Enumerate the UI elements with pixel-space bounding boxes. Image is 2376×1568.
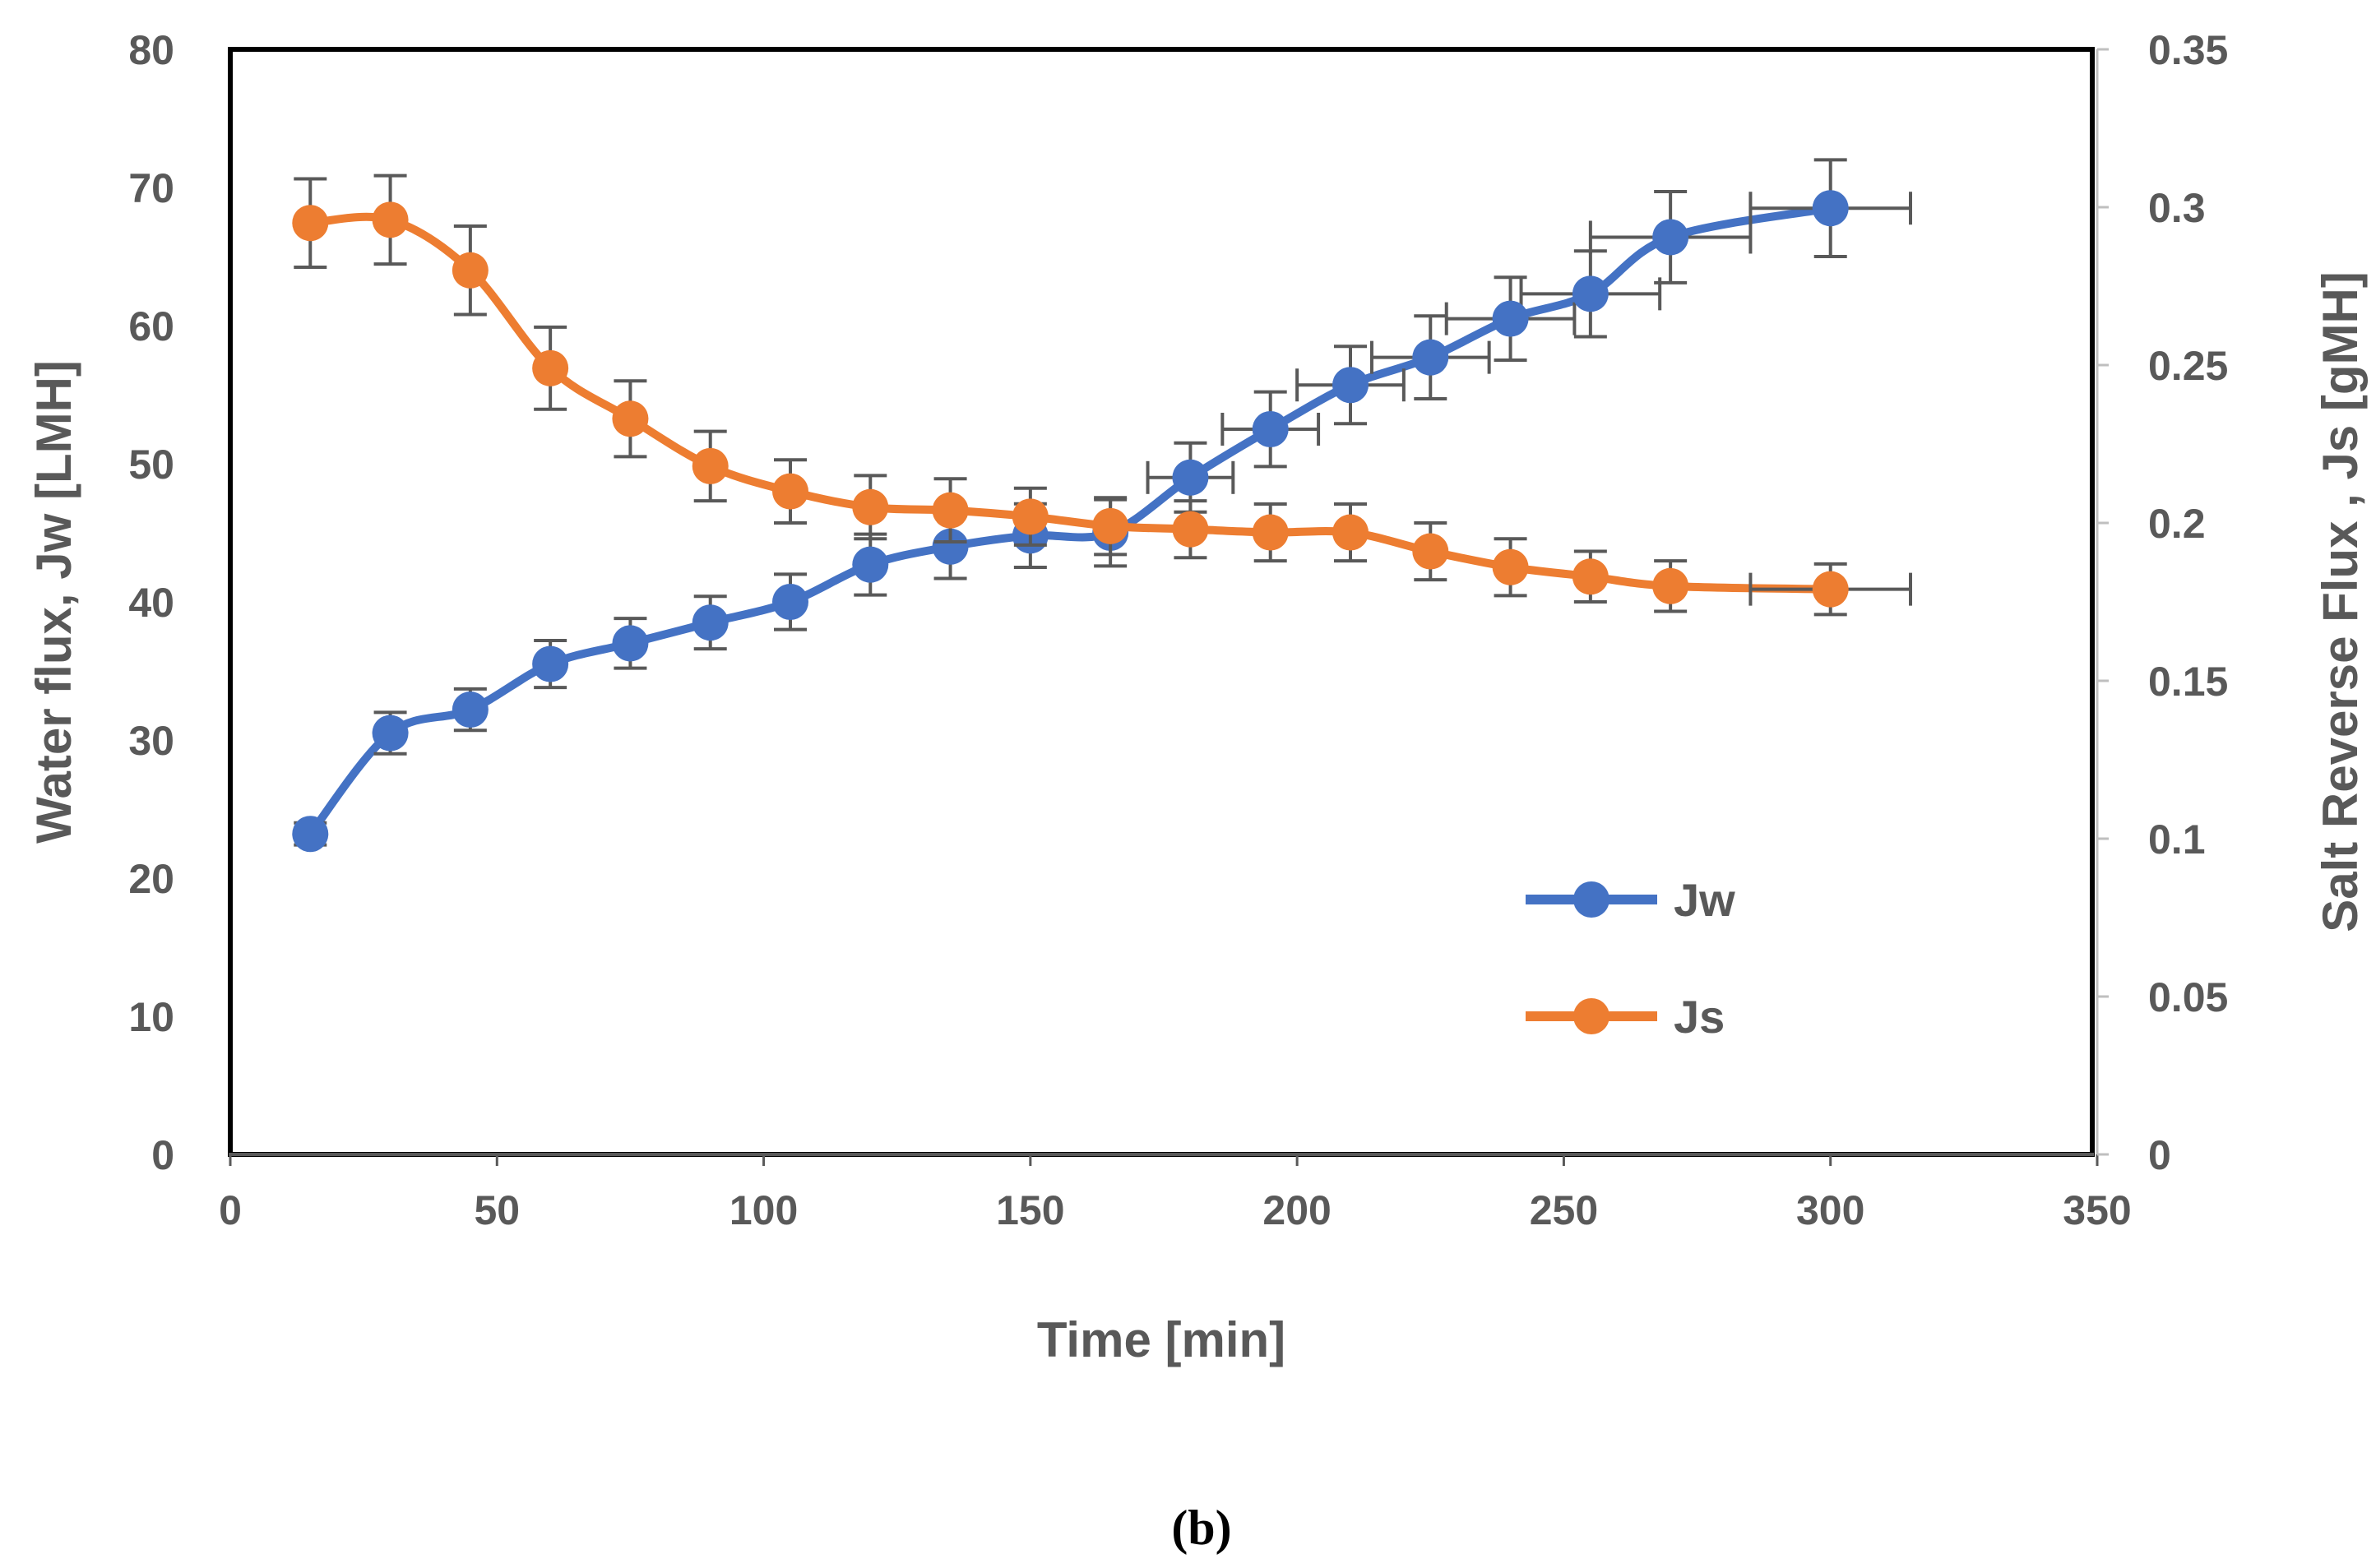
data-point-js	[932, 492, 969, 529]
y-right-tick-label: 0.25	[2148, 343, 2228, 389]
data-point-jw	[532, 645, 569, 682]
data-point-js	[1652, 567, 1689, 604]
data-point-jw	[1812, 190, 1849, 227]
data-point-js	[1172, 511, 1209, 548]
x-tick-label: 50	[474, 1187, 520, 1233]
legend-js-marker	[1573, 998, 1609, 1034]
y-right-tick-label: 0.2	[2148, 501, 2206, 547]
y-left-tick-label: 10	[128, 994, 174, 1040]
y-left-tick-label: 20	[128, 856, 174, 902]
y-axis-right-title: Salt Reverse Flux , Js [gMH]	[2313, 271, 2368, 932]
data-point-js	[692, 447, 729, 484]
data-point-jw	[772, 584, 808, 620]
data-point-js	[292, 205, 329, 242]
y-axis-left-title: Water flux, Jw [LMH]	[26, 360, 81, 844]
data-point-js	[1332, 514, 1369, 551]
data-point-js	[1492, 548, 1529, 585]
y-right-tick-label: 0.1	[2148, 816, 2206, 863]
y-left-tick-label: 60	[128, 303, 174, 349]
y-left-tick-label: 30	[128, 718, 174, 764]
series-layer	[292, 158, 1912, 853]
data-point-jw	[612, 625, 649, 662]
data-point-js	[1252, 514, 1289, 551]
y-right-tick-label: 0.3	[2148, 185, 2206, 231]
data-point-js	[1812, 571, 1849, 608]
data-point-js	[452, 252, 489, 289]
data-point-jw	[372, 715, 409, 752]
y-left-tick-label: 70	[128, 165, 174, 211]
data-point-js	[852, 488, 889, 525]
x-tick-label: 150	[996, 1187, 1064, 1233]
legend-jw-label: Jw	[1674, 874, 1735, 926]
x-tick-label: 350	[2063, 1187, 2131, 1233]
y-axis-left-ticks: 0 10 20 30 40 50 60 70 80	[128, 27, 174, 1178]
legend: Jw Js	[1526, 874, 1735, 1043]
data-point-jw	[452, 691, 489, 728]
data-point-js	[1572, 558, 1609, 595]
legend-jw-marker	[1573, 881, 1609, 918]
y-right-tick-label: 0	[2148, 1132, 2171, 1178]
data-point-jw	[1652, 219, 1689, 256]
data-point-js	[1412, 533, 1449, 570]
y-left-tick-label: 0	[151, 1132, 174, 1178]
x-tick-label: 0	[219, 1187, 242, 1233]
x-tick-label: 300	[1796, 1187, 1864, 1233]
data-point-js	[532, 349, 569, 386]
data-point-js	[1012, 498, 1049, 535]
x-axis-title: Time [min]	[1037, 1312, 1285, 1367]
data-point-jw	[292, 816, 329, 853]
y-left-tick-label: 40	[128, 580, 174, 626]
y-right-tick-label: 0.05	[2148, 974, 2228, 1020]
data-point-jw	[852, 546, 889, 583]
series-js-markers	[292, 201, 1849, 608]
data-point-jw	[692, 604, 729, 641]
data-point-jw	[1572, 275, 1609, 312]
y-right-tick-label: 0.15	[2148, 659, 2228, 705]
series-jw	[292, 158, 1912, 853]
x-tick-label: 100	[729, 1187, 798, 1233]
data-point-jw	[1412, 339, 1449, 376]
y-right-tick-label: 0.35	[2148, 27, 2228, 73]
data-point-js	[1092, 507, 1129, 544]
data-point-js	[612, 400, 649, 437]
x-axis-ticks: 0 50 100 150 200 250 300 350	[219, 1154, 2132, 1233]
data-point-jw	[1252, 411, 1289, 447]
data-point-js	[772, 473, 808, 510]
y-axis-right-ticks: 0 0.05 0.1 0.15 0.2 0.25 0.3 0.35	[2097, 27, 2228, 1178]
figure-caption: (b)	[1171, 1501, 1231, 1555]
data-point-jw	[1492, 300, 1529, 337]
data-point-jw	[932, 528, 969, 565]
x-tick-label: 250	[1530, 1187, 1598, 1233]
x-tick-label: 200	[1262, 1187, 1331, 1233]
series-jw-markers	[292, 190, 1849, 853]
data-point-js	[372, 201, 409, 238]
y-left-tick-label: 50	[128, 442, 174, 488]
y-left-tick-label: 80	[128, 27, 174, 73]
plot-area	[228, 47, 2095, 1157]
series-js	[292, 173, 1912, 617]
legend-js-label: Js	[1674, 991, 1725, 1043]
data-point-jw	[1172, 459, 1209, 496]
data-point-jw	[1332, 367, 1369, 404]
